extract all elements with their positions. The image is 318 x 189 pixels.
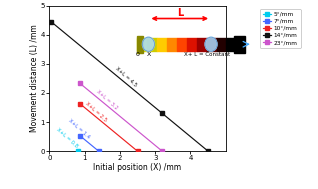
Bar	[147, 38, 157, 51]
Y-axis label: Movement distance (L) /mm: Movement distance (L) /mm	[30, 25, 38, 132]
Text: X+L = 0.8: X+L = 0.8	[56, 126, 79, 148]
Bar	[137, 38, 147, 51]
Legend: 5°/mm, 7°/mm, 10°/mm, 14°/mm, 23°/mm: 5°/mm, 7°/mm, 10°/mm, 14°/mm, 23°/mm	[259, 9, 301, 48]
X-axis label: Initial position (X) /mm: Initial position (X) /mm	[93, 163, 182, 172]
Bar	[207, 38, 217, 51]
Bar	[217, 38, 226, 51]
Text: X+L = 1.4: X+L = 1.4	[67, 118, 90, 140]
Bar	[197, 38, 207, 51]
Text: X+L = 4.5: X+L = 4.5	[114, 66, 138, 88]
Text: X+L = 2.5: X+L = 2.5	[85, 101, 108, 123]
Text: X+ L = Constant: X+ L = Constant	[183, 52, 230, 57]
Text: X: X	[146, 52, 151, 57]
Text: 0: 0	[135, 52, 139, 57]
Bar	[187, 38, 197, 51]
Text: X+L = 3.2: X+L = 3.2	[95, 89, 119, 111]
Bar	[177, 38, 187, 51]
Circle shape	[142, 37, 155, 51]
Circle shape	[205, 37, 217, 51]
Bar	[234, 36, 245, 53]
Bar	[157, 38, 167, 51]
Text: L: L	[176, 8, 183, 18]
Bar	[137, 36, 143, 53]
Bar	[226, 38, 236, 51]
Bar	[167, 38, 177, 51]
